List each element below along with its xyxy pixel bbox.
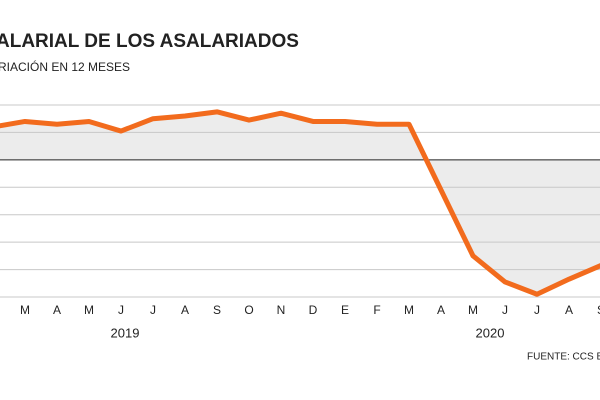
x-tick-label: D: [309, 303, 318, 317]
x-tick-label: A: [437, 303, 445, 317]
x-tick-label: M: [20, 303, 30, 317]
chart-subtitle: RIACIÓN EN 12 MESES: [0, 59, 130, 74]
x-tick-label: S: [597, 303, 600, 317]
x-tick-label: M: [84, 303, 94, 317]
x-tick-label: J: [118, 303, 124, 317]
x-tick-label: S: [213, 303, 221, 317]
x-tick-label: J: [150, 303, 156, 317]
x-tick-label: F: [373, 303, 380, 317]
x-tick-label: A: [53, 303, 61, 317]
x-tick-label: A: [565, 303, 573, 317]
data-line: [0, 109, 600, 297]
year-label: 2019: [111, 325, 140, 340]
x-tick-label: N: [277, 303, 286, 317]
area-fill: [0, 111, 600, 295]
source-note: FUENTE: CCS E: [527, 352, 600, 363]
chart-title: ALARIAL DE LOS ASALARIADOS: [0, 31, 299, 52]
x-tick-label: J: [534, 303, 540, 317]
x-tick-label: O: [244, 303, 253, 317]
x-tick-label: M: [404, 303, 414, 317]
x-tick-label: E: [341, 303, 349, 317]
x-tick-label: M: [468, 303, 478, 317]
x-tick-label: A: [181, 303, 189, 317]
x-tick-label: J: [502, 303, 508, 317]
year-label: 2020: [476, 325, 505, 340]
